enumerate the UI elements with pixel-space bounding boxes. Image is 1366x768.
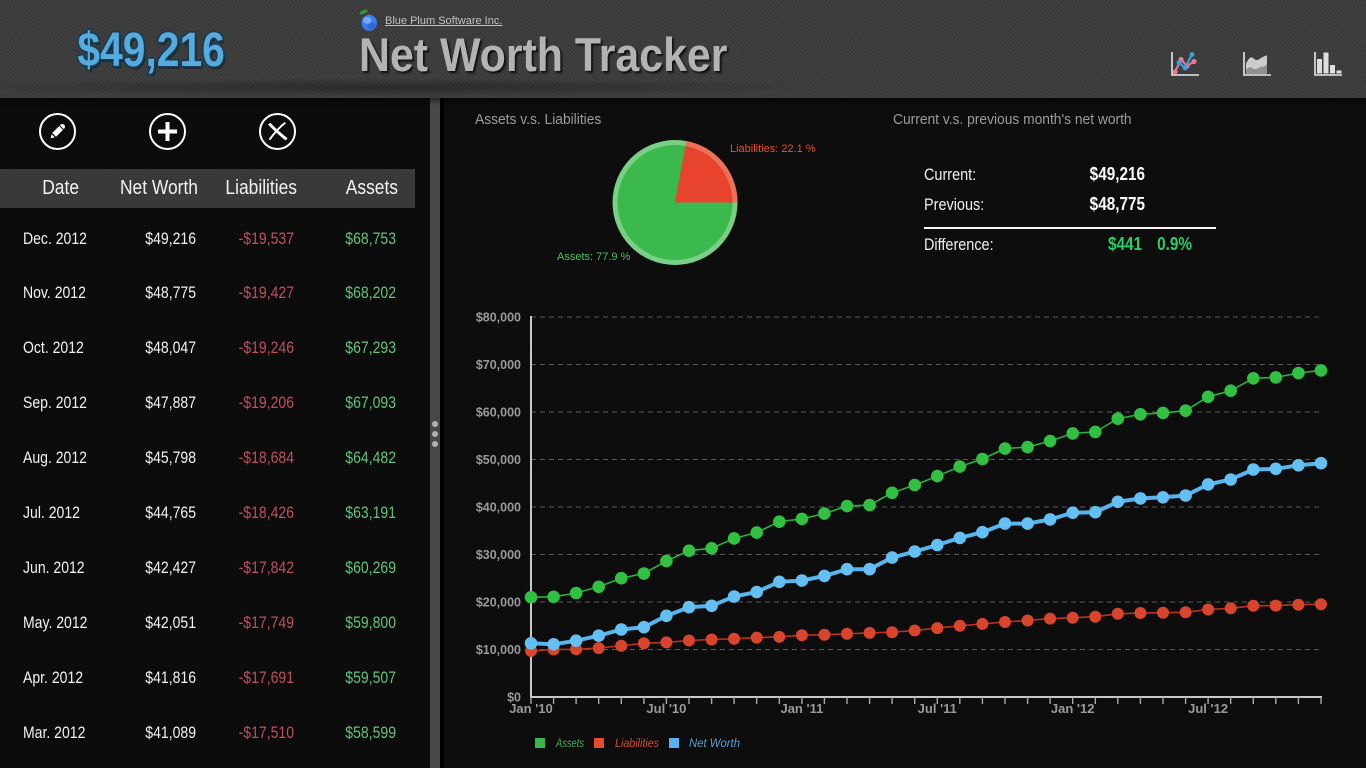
svg-text:$60,000: $60,000 [476, 406, 521, 420]
svg-text:$20,000: $20,000 [476, 596, 521, 610]
svg-text:$0: $0 [507, 691, 521, 705]
svg-text:$70,000: $70,000 [476, 358, 521, 372]
svg-text:$40,000: $40,000 [476, 501, 521, 515]
svg-text:Jul '11: Jul '11 [918, 701, 957, 716]
svg-text:Net Worth: Net Worth [689, 738, 740, 750]
svg-text:Liabilities: 22.1 %: Liabilities: 22.1 % [730, 143, 816, 155]
svg-text:$49,216: $49,216 [77, 24, 224, 76]
svg-text:$10,000: $10,000 [476, 643, 521, 657]
svg-text:Assets: 77.9 %: Assets: 77.9 % [557, 251, 631, 263]
svg-text:Assets: Assets [555, 738, 584, 750]
svg-text:$49,216: $49,216 [80, 27, 227, 76]
svg-text:$30,000: $30,000 [476, 548, 521, 562]
svg-text:$50,000: $50,000 [476, 453, 521, 467]
svg-text:$80,000: $80,000 [476, 311, 521, 325]
svg-text:Jan '12: Jan '12 [1051, 701, 1095, 716]
svg-text:Liabilities: Liabilities [615, 738, 659, 750]
svg-text:Jul '12: Jul '12 [1188, 701, 1228, 716]
svg-text:Jan '10: Jan '10 [509, 701, 553, 716]
svg-text:Jul '10: Jul '10 [646, 701, 686, 716]
svg-text:Jan '11: Jan '11 [780, 701, 823, 716]
